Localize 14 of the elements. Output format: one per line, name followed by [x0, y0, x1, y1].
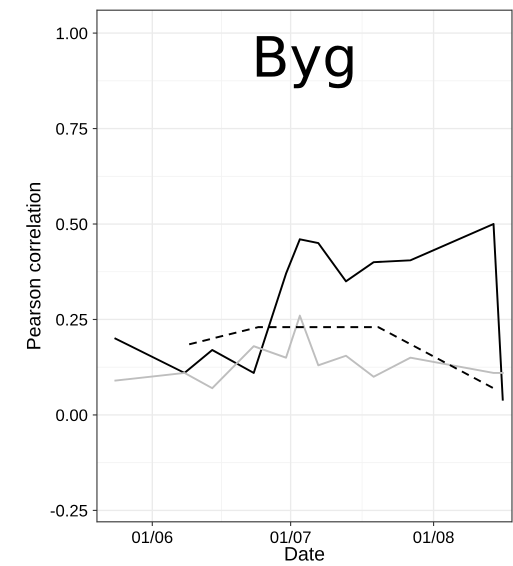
- y-tick-label: 1.00: [56, 28, 88, 40]
- line-series: [114, 314, 504, 390]
- chart-title: Byg: [256, 36, 353, 88]
- line-series: [114, 223, 504, 401]
- y-tick-label: 0.00: [56, 409, 88, 422]
- x-tick-label: 01/07: [270, 530, 311, 544]
- y-tick-label: 0.50: [56, 218, 88, 230]
- y-tick-label: 0.75: [56, 122, 88, 135]
- y-tick-label: -0.25: [50, 504, 88, 517]
- x-tick-label: 01/08: [413, 530, 454, 544]
- y-axis-title: Pearson correlation: [26, 182, 41, 349]
- y-tick-label: 0.25: [56, 314, 88, 326]
- x-axis-title: Date: [286, 547, 324, 561]
- x-tick-label: 01/06: [132, 530, 172, 544]
